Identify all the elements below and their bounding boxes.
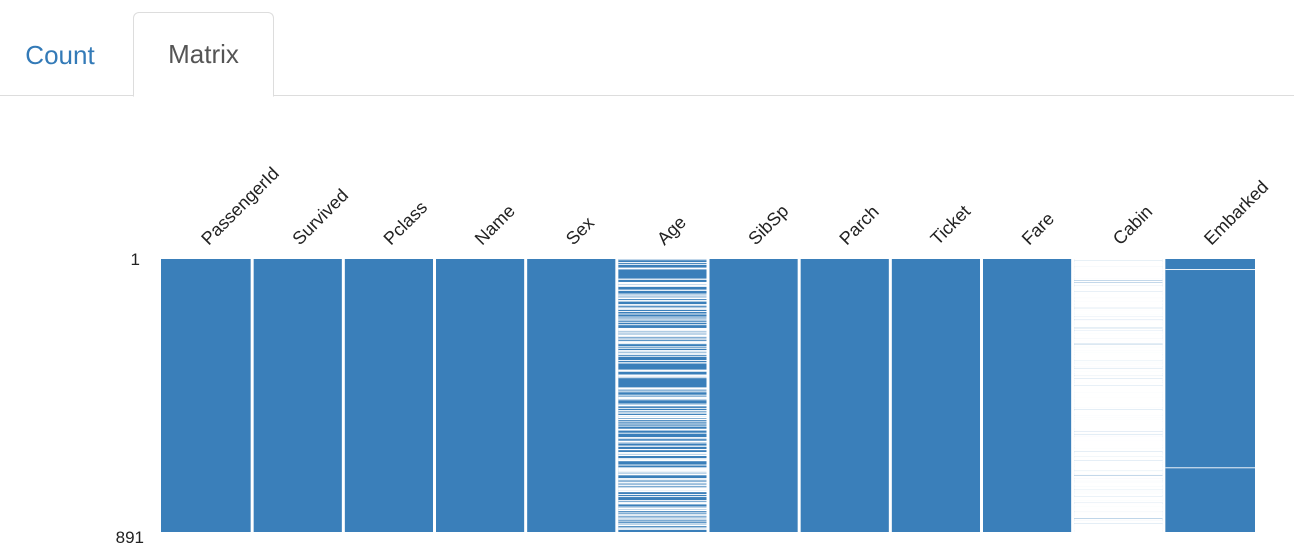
tab-count[interactable]: Count (25, 39, 95, 70)
column-label-name: Name (471, 201, 519, 249)
column-label-ticket: Ticket (927, 201, 975, 249)
column-label-fare: Fare (1018, 209, 1058, 249)
matrix-column-survived (253, 259, 342, 532)
matrix-column-passengerid (161, 259, 251, 532)
column-label-sex: Sex (562, 213, 598, 249)
column-label-embarked: Embarked (1200, 177, 1272, 249)
tab-bar: Count Matrix (0, 0, 1294, 97)
missing-lines-age (618, 259, 707, 530)
matrix-column-sex (527, 259, 616, 532)
column-label-survived: Survived (288, 185, 352, 249)
row-label-last: 891 (116, 528, 144, 547)
row-label-first: 1 (131, 250, 140, 269)
matrix-svg: PassengerId Survived Pclass Name Sex Age SibSp… (116, 163, 1273, 547)
matrix-column-embarked (1165, 259, 1255, 532)
column-label-pclass: Pclass (380, 197, 432, 249)
matrix-column-pclass (344, 259, 433, 532)
matrix-column-parch (800, 259, 889, 532)
matrix-column-ticket (891, 259, 980, 532)
column-label-cabin: Cabin (1109, 201, 1156, 248)
matrix-column-fare (983, 259, 1072, 532)
column-label-sibsp: SibSp (744, 201, 792, 249)
matrix-column-name (436, 259, 525, 532)
missing-lines-cabin (1074, 259, 1163, 533)
column-label-age: Age (653, 212, 690, 249)
tab-matrix[interactable]: Matrix (133, 12, 274, 97)
missing-values-matrix: PassengerId Survived Pclass Name Sex Age SibSp… (0, 96, 1294, 554)
missing-lines-embarked (1165, 269, 1255, 469)
column-label-passengerid: PassengerId (197, 163, 283, 249)
matrix-column-sibsp (709, 259, 798, 532)
column-label-parch: Parch (835, 201, 882, 248)
